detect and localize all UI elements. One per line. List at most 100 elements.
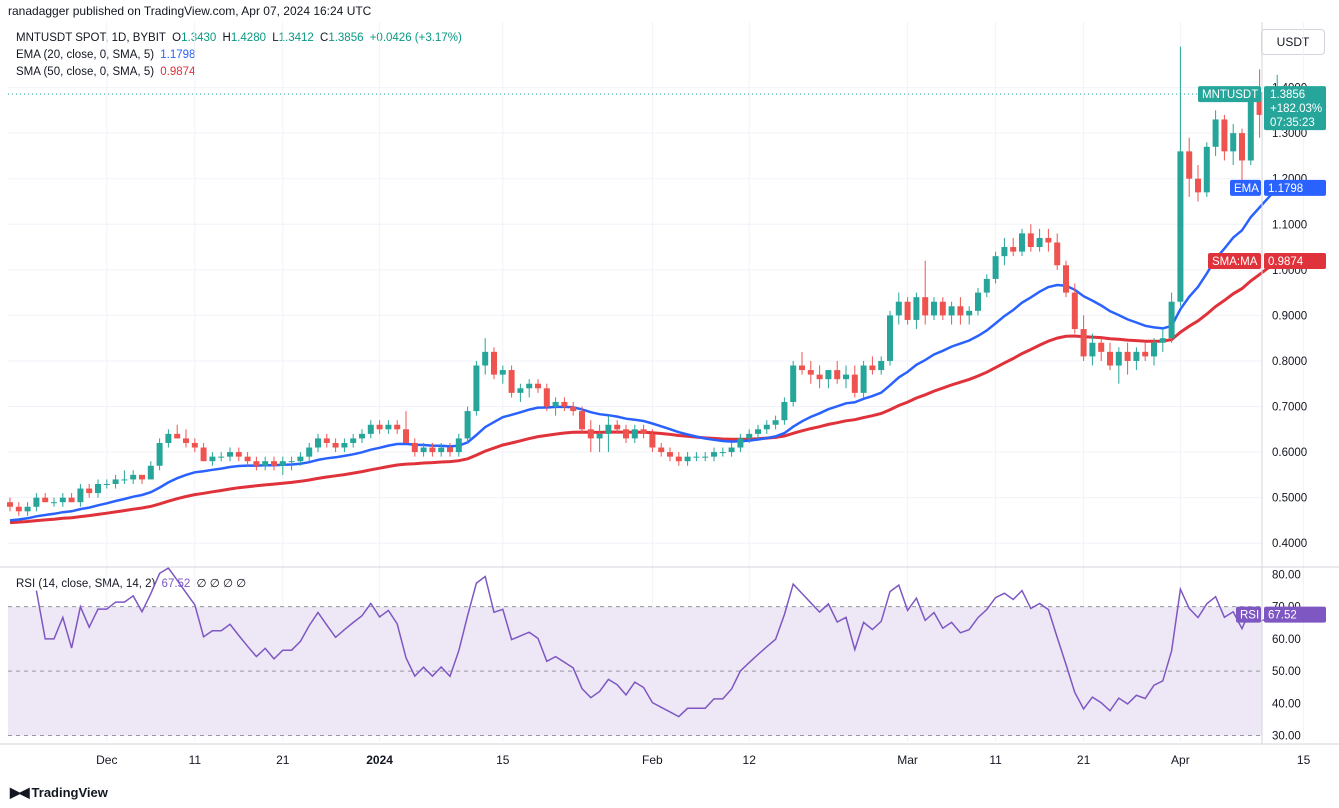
candle-body [719,452,726,454]
candle-body [455,438,462,453]
candle-body [411,442,418,453]
candle-body [1107,351,1113,366]
candle-body [341,442,348,448]
candle-body [763,424,770,430]
candle-body [429,447,436,453]
candle-body [939,301,946,316]
rsi-badge-label-bg [1236,606,1261,623]
candle-body [851,374,858,393]
change-value: +0.0426 (+3.17%) [369,32,462,44]
candle-body [983,278,990,293]
candle-body [869,365,876,371]
symbol-badge-bg [1198,86,1261,103]
open-value: 1.3430 [181,32,217,44]
price-tick-label: 0.5000 [1272,493,1307,505]
candle-body [1195,178,1201,193]
countdown-badge: 07:35:23 [1270,117,1315,129]
sma-legend: SMA (50, close, 0, SMA, 5) 0.9874 [16,66,198,78]
candle-body [957,306,964,316]
publisher-caption: ranadagger published on TradingView.com,… [8,4,372,18]
sma-legend-label: SMA (50, close, 0, SMA, 5) [16,66,155,78]
price-tick-label: 0.4000 [1272,538,1307,550]
candle-body [323,438,330,443]
moving-averages [9,186,1279,525]
sma-badge-label: SMA:MA [1212,256,1258,268]
candle-body [948,306,955,316]
candle-body [843,374,849,380]
price-badges: MNTUSDT 1.3856 +182.03% 07:35:23 EMA 1.1798 SM… [1198,86,1326,623]
candle-body [482,351,489,366]
candle-body [403,429,409,443]
candle-body [1027,233,1034,248]
candle-body [1098,342,1105,352]
candle-body [693,456,700,458]
candle-body [517,388,524,393]
close-label: C [320,32,329,44]
candle-body [596,433,603,439]
candle-body [1071,292,1078,330]
candle-body [1063,265,1069,293]
main-series-legend: MNTUSDT SPOT, 1D, BYBIT O1.3430 H1.4280 … [16,32,465,44]
candle-body [904,301,911,320]
currency-button[interactable]: USDT [1261,29,1325,55]
candle-body [878,360,885,371]
ema-badge-value-bg [1264,179,1326,196]
sma-line [9,259,1279,525]
tradingview-logo-icon: ▶◀ [10,784,29,800]
candle-body [68,497,75,503]
candle-body [235,452,242,457]
time-tick-label: 12 [743,753,757,767]
candle-body [447,447,453,453]
candle-body [191,442,198,448]
price-tick-label: 1.1000 [1272,219,1307,231]
rsi-pane [8,566,1278,737]
candle-body [887,315,893,361]
price-tick-label: 0.8000 [1272,356,1307,368]
candle-body [825,370,832,380]
candle-body [367,424,374,434]
candle-body [51,502,57,504]
candle-body [1036,237,1043,248]
candle-body [359,433,365,439]
sma-badge-label-bg [1208,252,1261,269]
candle-body [526,383,533,389]
candle-body [1089,342,1096,357]
candle-body [86,488,93,494]
low-label: L [272,32,279,44]
candle-body [183,438,189,443]
candle-body [816,374,823,380]
open-label: O [172,32,182,44]
candle-body [667,452,673,457]
candle-body [737,438,744,448]
rsi-legend-extra: ∅ ∅ ∅ ∅ [196,578,247,590]
candle-body [587,429,594,439]
change-pct-badge: +182.03% [1270,103,1322,115]
footer-brand[interactable]: ▶◀ TradingView [10,784,108,801]
candle-body [684,456,691,462]
rsi-tick-label: 40.00 [1272,698,1301,710]
candle-body [614,424,621,430]
rsi-badge-value: 67.52 [1268,610,1297,622]
symbol-badge: MNTUSDT [1202,89,1258,101]
candle-body [227,452,233,457]
symbol-title: MNTUSDT SPOT, 1D, BYBIT [16,32,166,44]
time-tick-label: 2024 [366,753,393,767]
candle-body [992,256,999,279]
candle-body [543,388,550,407]
candle-body [649,433,656,448]
price-tick-label: 0.9000 [1272,310,1307,322]
sma-badge-value-bg [1264,252,1326,269]
price-badge-value: 1.3856 [1270,89,1305,101]
candle-body [799,365,805,371]
candle-body [7,502,13,507]
candle-body [1054,242,1061,266]
chart-canvas[interactable]: 0.40000.50000.60000.70000.80000.90001.00… [0,22,1339,780]
candle-body [147,465,154,480]
candle-body [913,297,920,320]
candles [7,46,1281,516]
candle-body [570,406,577,412]
time-tick-label: Apr [1171,753,1190,767]
ema-badge-label: EMA [1234,183,1259,195]
time-tick-label: Dec [96,753,117,767]
candle-body [15,506,22,512]
